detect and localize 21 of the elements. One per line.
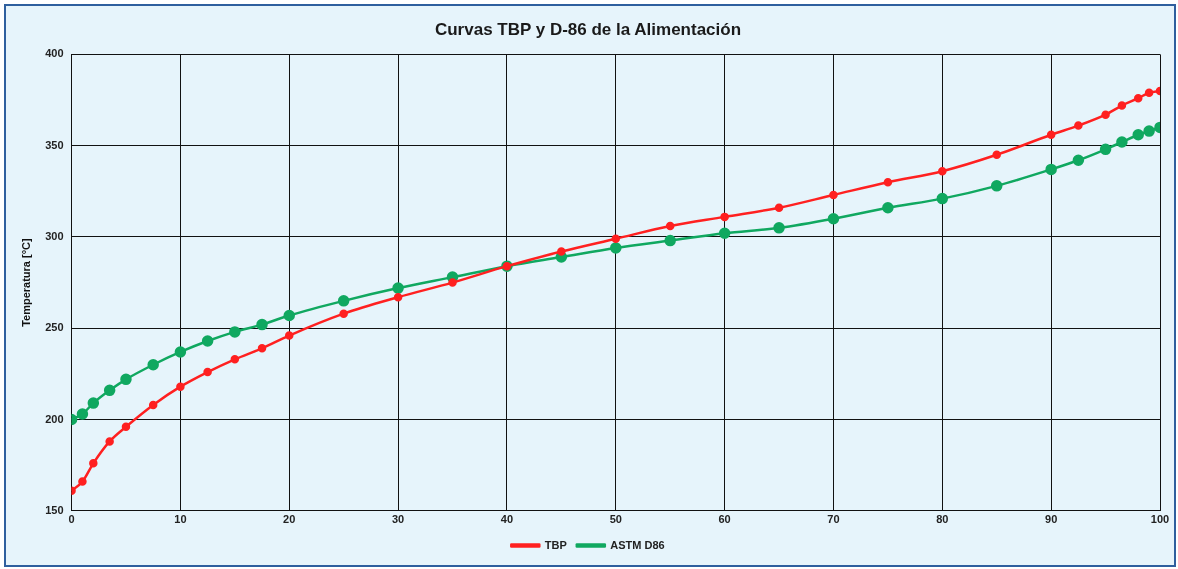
x-tick-label: 0 xyxy=(68,513,75,526)
x-tick-label: 20 xyxy=(283,513,296,526)
x-tick-label: 30 xyxy=(391,513,405,526)
chart-title: Curvas TBP y D-86 de la Alimentación xyxy=(434,19,742,39)
y-tick-label: 400 xyxy=(45,47,64,60)
y-tick-label: 150 xyxy=(45,503,64,516)
legend-label: TBP xyxy=(544,538,567,551)
y-tick-label: 300 xyxy=(45,229,64,242)
x-tick-label: 40 xyxy=(500,513,514,526)
legend-label: ASTM D86 xyxy=(610,538,665,551)
y-tick-label: 200 xyxy=(45,412,64,425)
x-tick-label: 10 xyxy=(174,513,187,526)
y-axis-title: Temperatura [°C] xyxy=(19,237,32,327)
x-tick-label: 90 xyxy=(1045,513,1058,526)
x-tick-label: 70 xyxy=(827,513,840,526)
y-tick-label: 250 xyxy=(45,321,64,334)
x-tick-label: 50 xyxy=(609,513,622,526)
y-tick-label: 350 xyxy=(45,138,64,151)
x-tick-label: 60 xyxy=(718,513,731,526)
x-tick-label: 100 xyxy=(1150,513,1170,526)
x-tick-label: 80 xyxy=(936,513,949,526)
